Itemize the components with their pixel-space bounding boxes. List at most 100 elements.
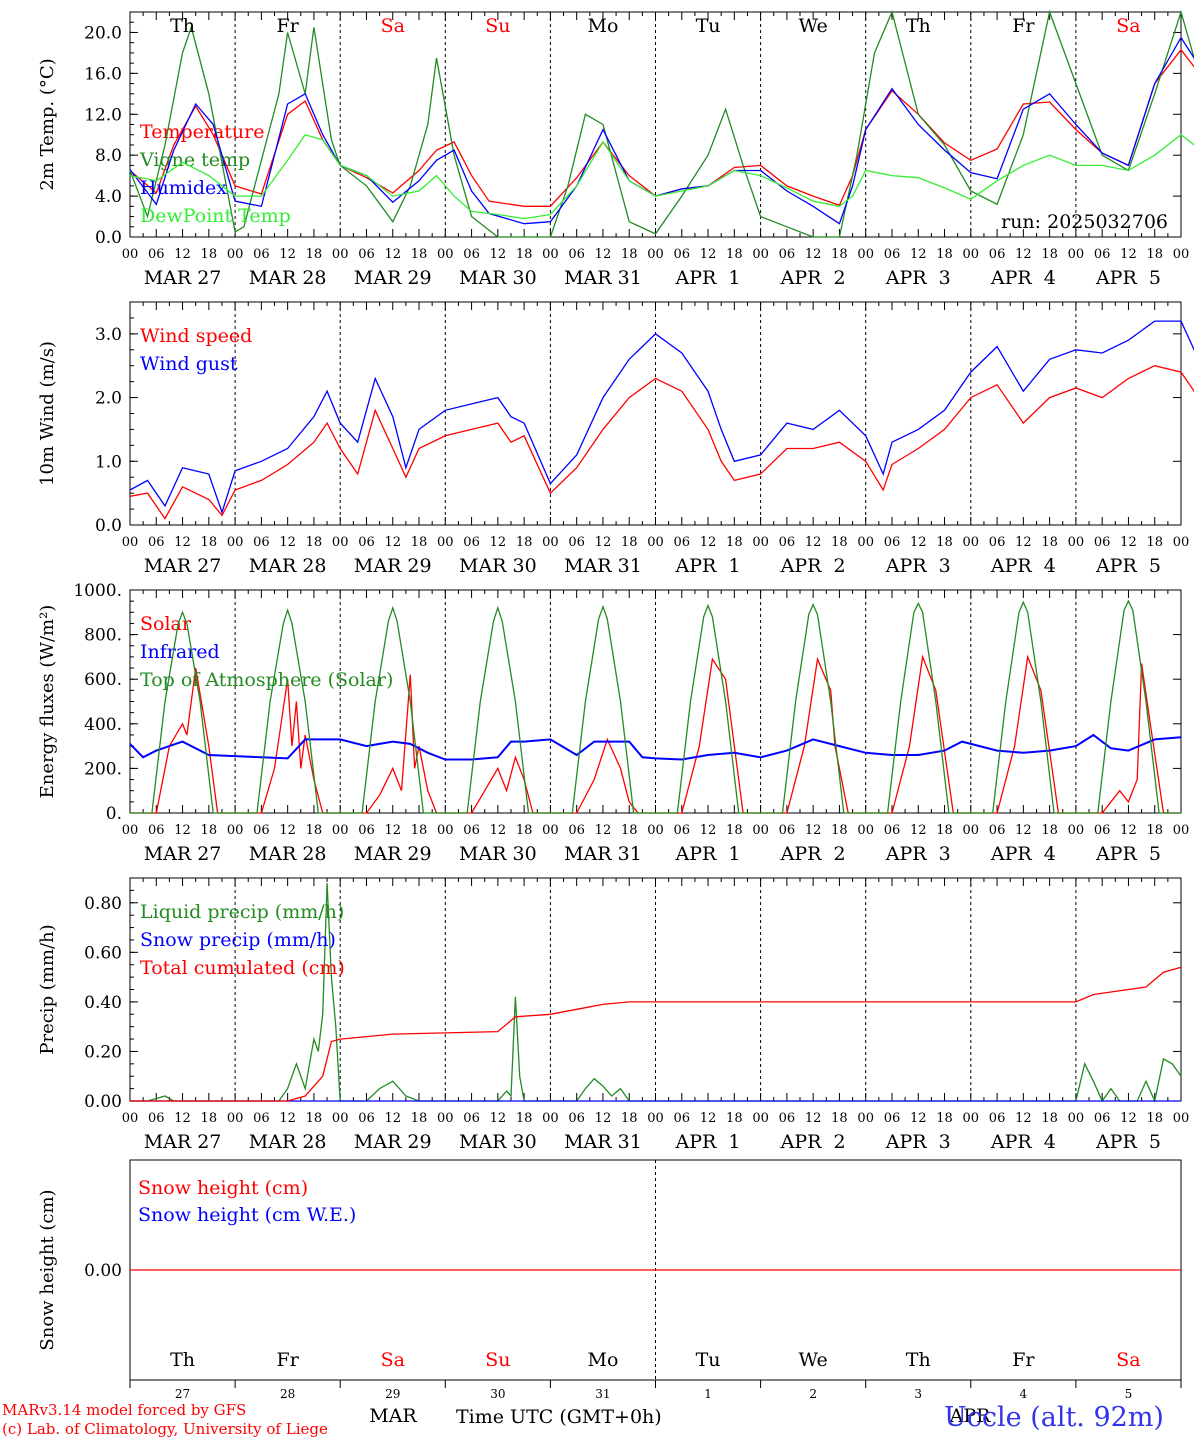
run-annotation: run: 2025032706 xyxy=(1001,211,1168,233)
day-label: MAR 29 xyxy=(354,267,432,289)
x-tick-label: 18 xyxy=(306,247,323,262)
x-tick-label: 12 xyxy=(490,535,507,550)
y-tick-label: 0.00 xyxy=(84,1261,122,1281)
x-tick-label: 06 xyxy=(253,1111,270,1126)
x-tick-label: 00 xyxy=(752,823,769,838)
x-tick-label: 00 xyxy=(1068,535,1085,550)
x-tick-label: 18 xyxy=(1041,535,1058,550)
day-label: MAR 29 xyxy=(354,1131,432,1153)
day-label: APR 2 xyxy=(780,1131,846,1153)
y-axis-title: 10m Wind (m/s) xyxy=(37,341,58,486)
series-line-energy-2 xyxy=(130,599,1181,814)
station-label: Uccle (alt. 92m) xyxy=(944,1402,1164,1433)
day-label: MAR 27 xyxy=(144,267,222,289)
y-tick-label: 0.00 xyxy=(84,1092,122,1112)
day-label: APR 2 xyxy=(780,267,846,289)
x-tick-label: 00 xyxy=(122,247,139,262)
x-tick-label: 18 xyxy=(411,823,428,838)
x-tick-label: 00 xyxy=(122,1111,139,1126)
x-tick-label: 00 xyxy=(857,823,874,838)
x-tick-label: 12 xyxy=(490,247,507,262)
x-tick-label: 06 xyxy=(358,823,375,838)
series-line-wind-1 xyxy=(129,320,1194,515)
series-line-precip-0 xyxy=(130,882,1182,1104)
weekday-label-bottom: Th xyxy=(170,1349,195,1371)
x-tick-label: 18 xyxy=(1146,1111,1163,1126)
day-label: MAR 27 xyxy=(144,1131,222,1153)
x-tick-label: 06 xyxy=(779,535,796,550)
day-label: MAR 31 xyxy=(564,555,642,577)
day-label: MAR 30 xyxy=(459,267,537,289)
y-axis-title: 2m Temp. (°C) xyxy=(37,58,58,190)
legend-entry: Wind speed xyxy=(140,325,252,347)
x-tick-label: 06 xyxy=(568,247,585,262)
series-line-energy-0 xyxy=(130,654,1181,814)
x-tick-label: 18 xyxy=(516,535,533,550)
day-label: APR 3 xyxy=(885,267,951,289)
legend-entry: Temperature xyxy=(140,121,264,143)
y-tick-label: 8.0 xyxy=(95,146,122,166)
series-line-wind-0 xyxy=(129,365,1194,520)
model-credit: MARv3.14 model forced by GFS xyxy=(2,1401,247,1419)
bottom-day-number: 1 xyxy=(704,1387,712,1401)
x-tick-label: 18 xyxy=(516,247,533,262)
plot-frame-temp xyxy=(129,11,1182,238)
weekday-label-top: Tu xyxy=(696,15,721,37)
x-tick-label: 12 xyxy=(700,535,717,550)
x-tick-label: 06 xyxy=(884,247,901,262)
x-tick-label: 12 xyxy=(1120,535,1137,550)
y-tick-label: 0.40 xyxy=(84,993,122,1013)
x-tick-label: 18 xyxy=(726,247,743,262)
weekday-label-bottom: We xyxy=(799,1349,828,1371)
weekday-label-top: Mo xyxy=(587,15,618,37)
x-tick-label: 18 xyxy=(411,247,428,262)
y-tick-label: 600. xyxy=(84,670,122,690)
x-tick-label: 12 xyxy=(910,1111,927,1126)
day-label: APR 1 xyxy=(675,555,741,577)
x-tick-label: 00 xyxy=(857,1111,874,1126)
x-tick-label: 12 xyxy=(384,247,401,262)
x-tick-label: 12 xyxy=(805,1111,822,1126)
x-axis-title: Time UTC (GMT+0h) xyxy=(456,1406,662,1428)
x-tick-label: 12 xyxy=(910,823,927,838)
x-tick-label: 06 xyxy=(674,535,691,550)
day-label: APR 3 xyxy=(885,843,951,865)
x-tick-label: 18 xyxy=(726,823,743,838)
bottom-day-number: 31 xyxy=(595,1387,610,1401)
x-tick-label: 06 xyxy=(1094,823,1111,838)
x-tick-label: 06 xyxy=(1094,535,1111,550)
y-tick-label: 20.0 xyxy=(84,23,122,43)
lab-credit: (c) Lab. of Climatology, University of L… xyxy=(2,1420,328,1438)
legend-entry: Wind gust xyxy=(140,353,238,375)
day-label: MAR 29 xyxy=(354,843,432,865)
y-tick-label: 1.0 xyxy=(95,452,122,472)
x-tick-label: 00 xyxy=(752,1111,769,1126)
x-tick-label: 18 xyxy=(831,1111,848,1126)
x-tick-label: 00 xyxy=(752,535,769,550)
x-tick-label: 00 xyxy=(1173,535,1190,550)
day-label: APR 4 xyxy=(990,843,1056,865)
x-tick-label: 00 xyxy=(542,247,559,262)
x-tick-label: 12 xyxy=(384,1111,401,1126)
y-tick-label: 16.0 xyxy=(84,64,122,84)
x-tick-label: 18 xyxy=(831,823,848,838)
x-tick-label: 12 xyxy=(279,247,296,262)
y-tick-label: 3.0 xyxy=(95,325,122,345)
day-label: APR 3 xyxy=(885,1131,951,1153)
x-tick-label: 00 xyxy=(857,535,874,550)
x-tick-label: 00 xyxy=(963,247,980,262)
day-label: MAR 31 xyxy=(564,267,642,289)
x-tick-label: 18 xyxy=(306,823,323,838)
bottom-day-number: 30 xyxy=(490,1387,505,1401)
month-label: MAR xyxy=(369,1405,417,1427)
x-tick-label: 18 xyxy=(936,247,953,262)
x-tick-label: 00 xyxy=(647,823,664,838)
x-tick-label: 12 xyxy=(279,823,296,838)
x-tick-label: 18 xyxy=(411,1111,428,1126)
y-tick-label: 400. xyxy=(84,715,122,735)
x-tick-label: 06 xyxy=(148,1111,165,1126)
weekday-label-top: Fr xyxy=(277,15,300,37)
x-tick-label: 18 xyxy=(201,535,218,550)
x-tick-label: 00 xyxy=(542,1111,559,1126)
plot-frame-wind xyxy=(129,301,1182,526)
